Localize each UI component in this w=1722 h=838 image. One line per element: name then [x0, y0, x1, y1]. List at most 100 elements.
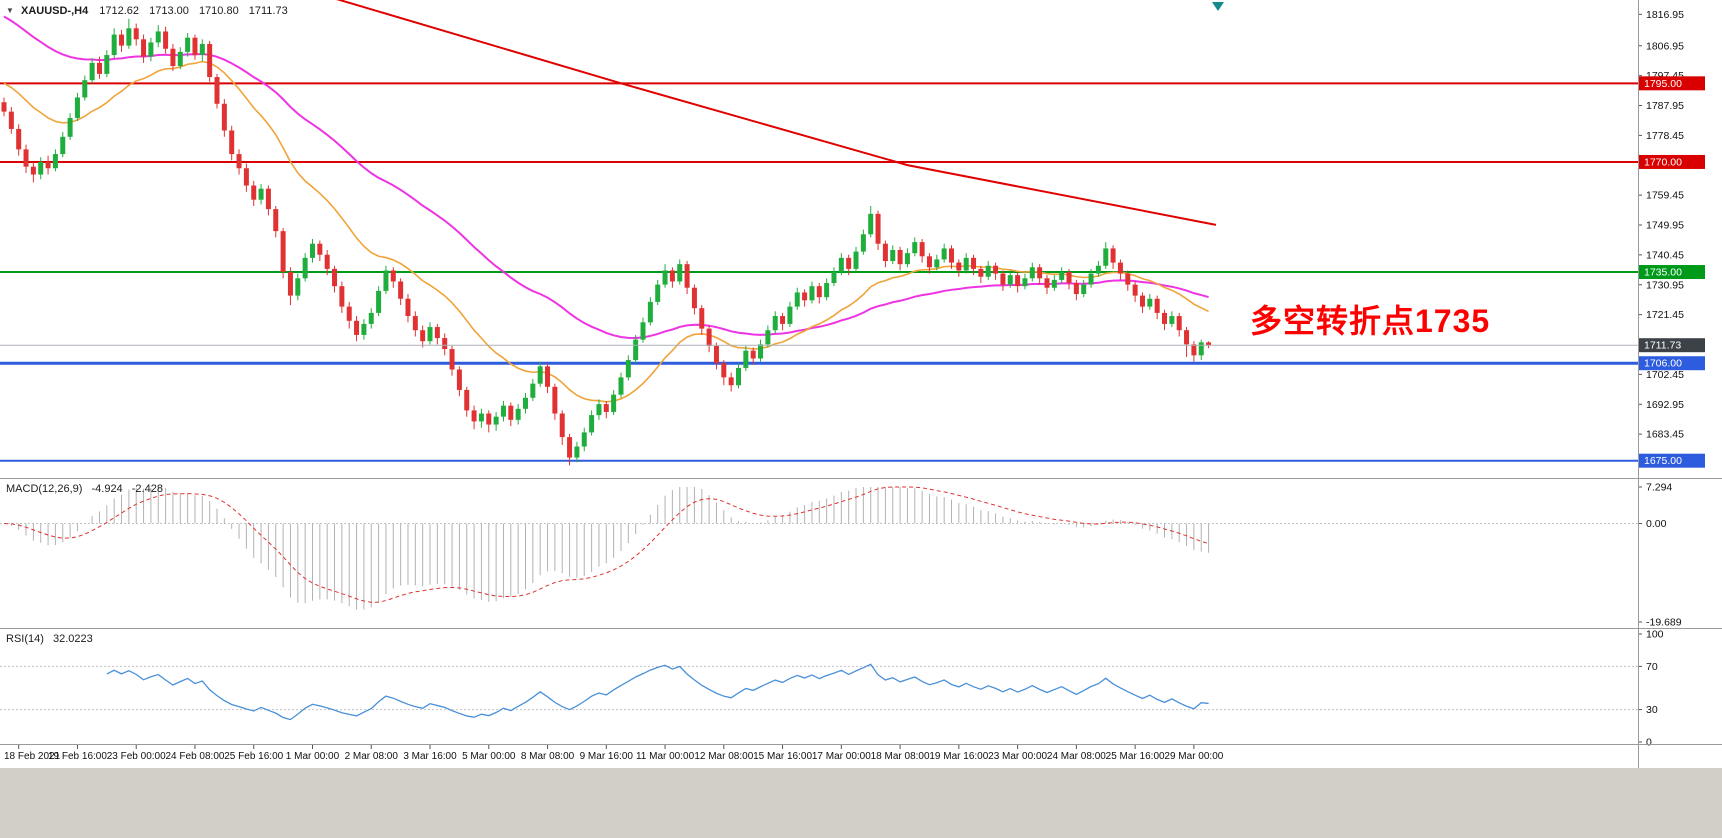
candle-body — [890, 250, 896, 262]
candle-body — [728, 377, 734, 386]
price-tick-label: 1749.95 — [1646, 220, 1684, 232]
macd-signal-value: -2.428 — [131, 483, 163, 495]
time-axis-label: 24 Mar 08:00 — [1047, 751, 1106, 762]
candle-body — [1169, 316, 1175, 324]
candle-body — [868, 213, 874, 235]
macd-indicator-header: MACD(12,26,9) -4.924 -2.428 — [6, 483, 163, 495]
candle-body — [633, 339, 639, 361]
candle-body — [60, 136, 66, 155]
candle-body — [713, 345, 719, 364]
candle-body — [1191, 344, 1197, 356]
candle-body — [1206, 342, 1212, 346]
candle-body — [398, 281, 404, 299]
time-axis-label: 25 Mar 16:00 — [1106, 751, 1165, 762]
candle-body — [824, 283, 830, 298]
candle-body — [265, 188, 271, 210]
candle-body — [287, 272, 293, 296]
candle-body — [199, 44, 205, 56]
candle-body — [838, 257, 844, 273]
time-axis-label: 25 Feb 16:00 — [224, 751, 283, 762]
candle-body — [772, 316, 778, 331]
candle-body — [67, 117, 73, 137]
candle-body — [1015, 275, 1021, 287]
rsi-scale-label: 0 — [1646, 737, 1652, 749]
candle-body — [978, 268, 984, 277]
chart-shift-marker[interactable] — [1212, 2, 1224, 11]
candle-body — [912, 242, 918, 254]
candle-body — [611, 394, 617, 412]
time-axis-label: 24 Feb 08:00 — [166, 751, 225, 762]
macd-scale-label: -19.689 — [1646, 617, 1682, 629]
time-axis-label: 29 Mar 00:00 — [1164, 751, 1223, 762]
candle-body — [1139, 295, 1145, 307]
time-axis-label: 17 Mar 00:00 — [812, 751, 871, 762]
candle-body — [1095, 265, 1101, 274]
candle-body — [721, 363, 727, 378]
candle-body — [1000, 273, 1006, 285]
candle-body — [273, 209, 279, 232]
candle-body — [574, 446, 580, 458]
candle-body — [1022, 278, 1028, 287]
candle-body — [221, 103, 227, 131]
candle-body — [831, 272, 837, 284]
candle-body — [376, 290, 382, 313]
macd-signal-line — [3, 486, 1209, 603]
candle-body — [882, 243, 888, 262]
candle-body — [1103, 248, 1109, 266]
ohlc-open: 1712.62 — [99, 5, 140, 17]
candle-body — [251, 185, 257, 200]
time-axis-label: 5 Mar 00:00 — [462, 751, 516, 762]
candle-body — [23, 149, 29, 167]
candle-body — [1154, 298, 1160, 313]
candle-body — [111, 34, 117, 56]
candle-body — [522, 397, 528, 409]
candle-body — [934, 259, 940, 268]
candle-body — [875, 213, 881, 244]
candle-body — [662, 270, 668, 285]
level-price-label — [1639, 356, 1705, 371]
chart-canvas[interactable]: 1816.951806.951797.451787.951778.451759.… — [0, 0, 1722, 768]
time-axis-label: 23 Mar 00:00 — [988, 751, 1047, 762]
svg-text:1675.00: 1675.00 — [1644, 455, 1682, 467]
price-tick-label: 1740.45 — [1646, 249, 1684, 261]
candle-body — [963, 257, 969, 271]
candle-body — [332, 268, 338, 287]
rsi-indicator-header: RSI(14) 32.0223 — [6, 633, 93, 645]
candle-body — [846, 257, 852, 269]
candle-body — [699, 308, 705, 329]
candle-body — [545, 366, 551, 387]
main-chart-panel[interactable] — [0, 0, 1638, 466]
candle-body — [1073, 283, 1079, 295]
candle-body — [214, 77, 220, 104]
candle-body — [949, 248, 955, 263]
candle-body — [16, 128, 22, 150]
rsi-panel[interactable] — [0, 663, 1638, 721]
candle-body — [354, 320, 360, 335]
candle-body — [1044, 278, 1050, 288]
candle-body — [82, 80, 88, 98]
candle-body — [625, 360, 631, 378]
candle-body — [192, 37, 198, 56]
candle-body — [1081, 284, 1087, 295]
time-axis-label: 19 Feb 16:00 — [48, 751, 107, 762]
candle-body — [126, 28, 132, 46]
candle-body — [956, 262, 962, 271]
candle-body — [691, 287, 697, 309]
rsi-label: RSI(14) — [6, 633, 44, 645]
price-tick-label: 1759.45 — [1646, 190, 1684, 202]
candle-body — [478, 413, 484, 422]
macd-panel[interactable] — [0, 486, 1638, 610]
candle-body — [552, 386, 558, 414]
candle-body — [405, 298, 411, 317]
candle-body — [434, 327, 440, 339]
candle-body — [177, 51, 183, 67]
rsi-scale-label: 100 — [1646, 629, 1664, 641]
candle-body — [464, 389, 470, 411]
candle-body — [148, 42, 154, 57]
candle-body — [1198, 342, 1204, 356]
price-axis[interactable]: 1816.951806.951797.451787.951778.451759.… — [1638, 9, 1705, 749]
symbol-dropdown-icon[interactable]: ▼ — [6, 6, 14, 15]
candle-body — [368, 312, 374, 324]
time-axis-label: 9 Mar 16:00 — [580, 751, 634, 762]
